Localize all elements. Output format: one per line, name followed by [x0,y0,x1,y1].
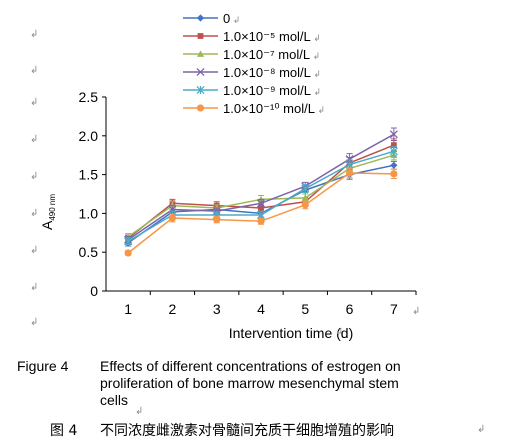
data-point [258,205,264,211]
y-tick-label: 0 [90,283,98,299]
data-point [345,160,354,169]
paragraph-mark: ↲ [30,65,39,76]
paragraph-mark: ↲ [30,134,39,145]
paragraph-mark: ↲ [30,245,39,256]
paragraph-mark: ↲ [135,406,144,417]
paragraph-mark: ↲ [30,208,39,219]
data-point [389,130,398,139]
y-tick-label: 1.5 [79,167,99,183]
data-point [168,214,177,222]
paragraph-mark: ↲ [30,317,39,328]
caption-line-2: proliferation of bone marrow mesenchymal… [100,375,399,391]
y-tick-label: 2.0 [79,128,99,144]
y-tick-label: 2.5 [79,89,99,105]
data-point [257,217,265,225]
y-tick-label: 1.0 [79,205,99,221]
paragraph-mark: ↲ [30,282,39,293]
legend-marker [196,67,205,77]
caption-cn-label: 图 4 [50,423,78,439]
data-point [213,216,221,224]
data-point [345,169,354,177]
caption-label: Figure 4 [17,358,69,374]
legend-label: 1.0×10⁻⁹ mol/L ↲ [223,83,321,98]
caption-line-3: cells [100,392,129,408]
paragraph-mark: ↲ [30,97,39,108]
data-point [124,249,132,257]
y-axis-label: A490 nm [39,194,57,230]
data-point [390,161,398,169]
paragraph-mark: ↲ [412,306,421,317]
data-point [301,194,309,201]
legend-label: 1.0×10⁻⁸ mol/L ↲ [223,65,321,80]
legend-label: 1.0×10⁻⁷ mol/L ↲ [223,47,320,62]
paragraph-mark: ↲ [30,29,39,40]
legend-marker [196,50,205,57]
paragraph-mark: ↲ [30,171,39,182]
x-tick-label: 3 [213,301,221,317]
data-point [256,199,266,208]
legend-label: 0 ↲ [223,11,240,26]
legend-label: 1.0×10⁻¹⁰ mol/L ↲ [223,101,325,116]
x-tick-label: 7 [390,301,398,317]
x-tick-label: 2 [169,301,177,317]
legend-marker [196,14,205,22]
data-point [301,201,309,209]
data-point [389,147,398,156]
legend-marker [196,104,205,112]
y-tick-label: 0.5 [79,244,99,260]
x-tick-label: 4 [257,301,265,317]
caption-line-1: Effects of different concentrations of e… [100,358,401,374]
paragraph-mark: ↲ [335,327,344,338]
data-point [390,142,397,148]
data-point [301,184,310,193]
legend-marker [197,33,204,39]
data-point [390,170,398,178]
x-axis-label: Intervention time (d) [229,325,354,341]
legend-marker [196,85,205,95]
x-tick-label: 6 [346,301,354,317]
data-point [124,237,133,246]
legend-label: 1.0×10⁻⁵ mol/L ↲ [223,29,321,44]
x-tick-label: 5 [301,301,309,317]
caption-cn-text: 不同浓度雌激素对骨髓间充质干细胞增殖的影响 [100,423,394,439]
paragraph-mark: ↲ [477,424,486,435]
x-tick-label: 1 [124,301,132,317]
